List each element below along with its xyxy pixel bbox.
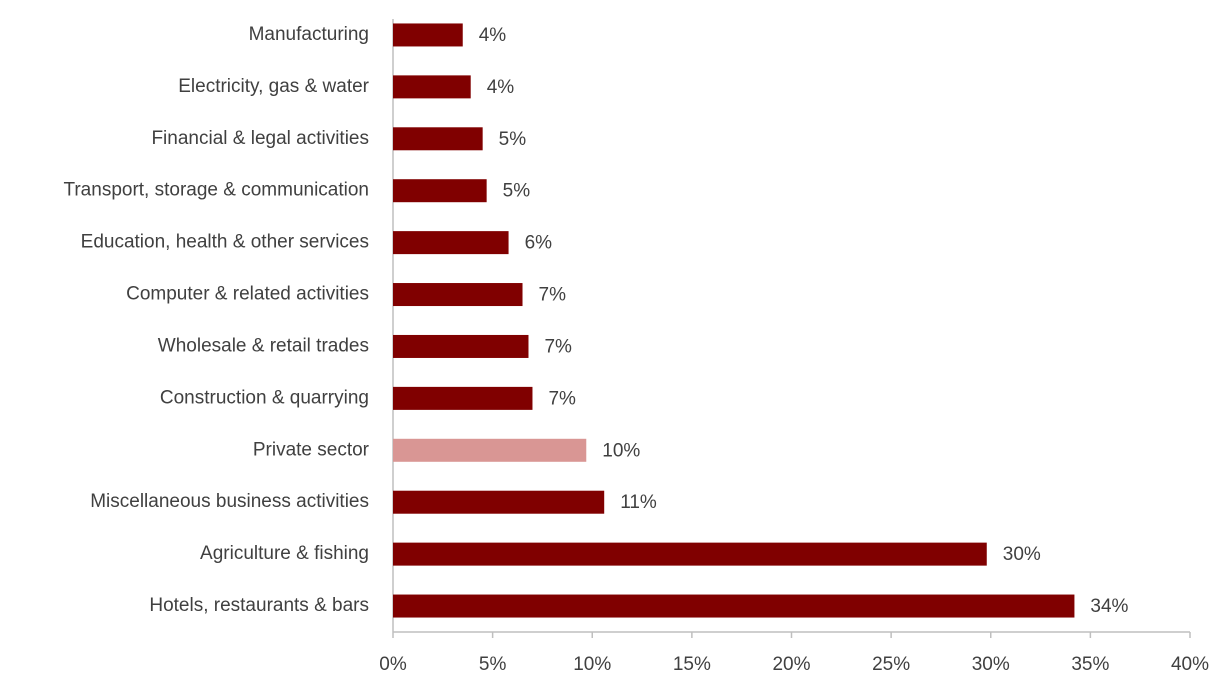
value-label: 7% bbox=[548, 388, 576, 409]
category-label: Hotels, restaurants & bars bbox=[149, 595, 369, 616]
x-tick-label: 15% bbox=[673, 654, 711, 675]
value-label: 10% bbox=[602, 440, 640, 461]
value-label: 6% bbox=[525, 233, 553, 254]
bar bbox=[393, 23, 463, 47]
category-label: Education, health & other services bbox=[81, 232, 369, 253]
category-label: Computer & related activities bbox=[126, 284, 369, 305]
value-label: 7% bbox=[539, 285, 567, 306]
bar bbox=[393, 542, 987, 566]
category-label: Agriculture & fishing bbox=[200, 543, 369, 564]
value-label: 30% bbox=[1003, 544, 1041, 565]
x-tick-label: 5% bbox=[479, 654, 507, 675]
value-label: 7% bbox=[544, 336, 572, 357]
value-label: 5% bbox=[499, 129, 527, 150]
bar bbox=[393, 231, 509, 255]
x-tick-label: 40% bbox=[1171, 654, 1209, 675]
bar bbox=[393, 179, 487, 203]
bar bbox=[393, 594, 1075, 618]
category-label: Private sector bbox=[253, 439, 370, 460]
bar bbox=[393, 490, 605, 514]
category-label: Construction & quarrying bbox=[160, 387, 369, 408]
category-label: Miscellaneous business activities bbox=[90, 491, 369, 512]
bar bbox=[393, 386, 533, 410]
category-label: Wholesale & retail trades bbox=[158, 335, 369, 356]
category-label: Transport, storage & communication bbox=[63, 180, 369, 201]
bar bbox=[393, 127, 483, 151]
bar bbox=[393, 334, 529, 358]
value-label: 4% bbox=[479, 25, 507, 46]
x-tick-label: 25% bbox=[872, 654, 910, 675]
value-label: 5% bbox=[503, 181, 531, 202]
bar bbox=[393, 283, 523, 307]
value-label: 11% bbox=[620, 492, 657, 513]
x-tick-label: 10% bbox=[573, 654, 611, 675]
x-tick-label: 20% bbox=[772, 654, 810, 675]
value-label: 4% bbox=[487, 77, 515, 98]
x-tick-label: 30% bbox=[972, 654, 1010, 675]
x-tick-label: 0% bbox=[379, 654, 407, 675]
bar bbox=[393, 75, 471, 99]
category-label: Financial & legal activities bbox=[151, 128, 369, 149]
category-label: Manufacturing bbox=[249, 24, 369, 45]
x-tick-label: 35% bbox=[1071, 654, 1109, 675]
bar bbox=[393, 438, 587, 462]
value-label: 34% bbox=[1090, 596, 1128, 617]
category-label: Electricity, gas & water bbox=[178, 76, 369, 97]
